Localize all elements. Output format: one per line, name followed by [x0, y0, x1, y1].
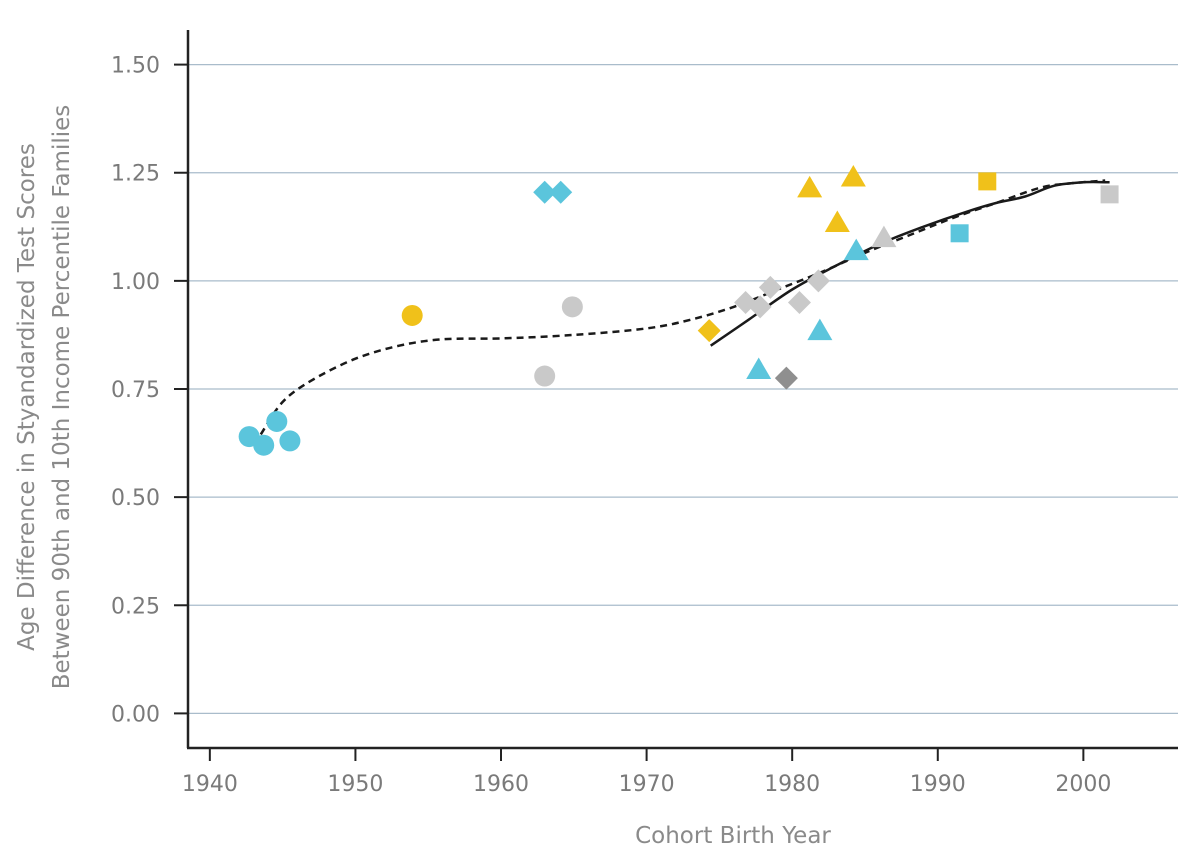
y-tick-label: 1.25 [111, 162, 160, 187]
point-circle [534, 365, 556, 387]
x-tick-label: 1970 [619, 772, 675, 797]
point-triangle [840, 165, 866, 187]
y-axis-title-line-1: Age Difference in Styandardized Test Sco… [14, 143, 40, 651]
point-circle [279, 430, 301, 452]
point-triangle [807, 318, 833, 341]
point-diamond [533, 180, 557, 204]
y-axis-title-line-2: Between 90th and 10th Income Percentile … [49, 105, 75, 690]
point-diamond [758, 275, 782, 299]
trend-lines [259, 179, 1110, 436]
point-triangle [746, 357, 772, 380]
point-diamond [787, 290, 811, 314]
y-tick-label: 0.00 [111, 702, 160, 727]
x-tick-label: 1990 [910, 772, 966, 797]
point-triangle [843, 238, 869, 261]
point-circle [401, 304, 423, 326]
tick-marks: 0.00 0.25 0.50 0.75 1.00 1.25 1.50 1940 1950 1960… [111, 54, 1111, 797]
point-square [978, 172, 997, 191]
y-tick-label: 1.00 [111, 270, 160, 295]
dashed-trend-line [259, 179, 1106, 436]
point-triangle [871, 225, 897, 248]
x-tick-label: 1950 [327, 772, 383, 797]
y-tick-label: 0.25 [111, 594, 160, 619]
x-tick-label: 2000 [1055, 772, 1111, 797]
point-circle [266, 410, 288, 432]
point-diamond [549, 180, 573, 204]
point-square [950, 224, 969, 243]
point-square [1100, 185, 1119, 204]
y-tick-label: 0.75 [111, 378, 160, 403]
point-circle [561, 296, 583, 318]
point-diamond [806, 269, 830, 293]
point-triangle [824, 210, 850, 232]
data-points [238, 165, 1119, 456]
point-circle [253, 434, 275, 456]
point-diamond [748, 295, 772, 319]
x-axis-title: Cohort Birth Year [635, 823, 831, 849]
solid-trend-line [709, 180, 1110, 347]
y-tick-label: 1.50 [111, 54, 160, 79]
gridlines [188, 64, 1178, 714]
point-triangle [797, 175, 823, 198]
point-diamond [774, 366, 798, 390]
point-diamond [697, 319, 721, 343]
x-tick-label: 1960 [473, 772, 529, 797]
y-tick-label: 0.50 [111, 486, 160, 511]
x-tick-label: 1980 [764, 772, 820, 797]
x-tick-label: 1940 [182, 772, 238, 797]
